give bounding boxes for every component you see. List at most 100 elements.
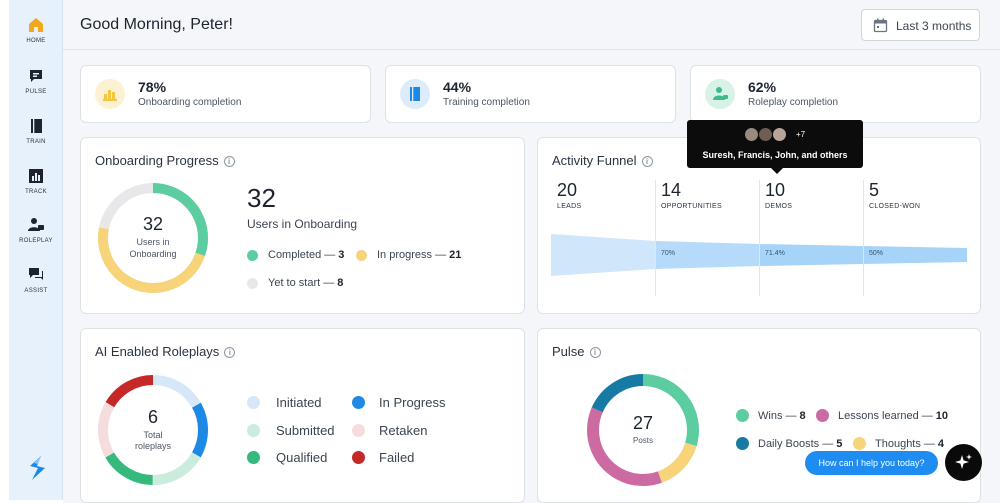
legend-dot	[247, 451, 260, 464]
nav-assist[interactable]: ASSIST	[9, 266, 63, 294]
funnel-band-demos	[759, 244, 863, 266]
users-in-onboarding-value: 32	[247, 183, 276, 213]
legend-in-progress: In progress —21	[356, 249, 461, 261]
donut-segment-in-progress	[98, 375, 208, 485]
legend-value: 4	[937, 437, 945, 450]
nav-track[interactable]: TRACK	[9, 167, 63, 195]
legend-label: Submitted	[276, 423, 335, 438]
sidebar: HOME PULSE TRAIN TRACK ROLEPLAY ASSIST	[9, 0, 63, 500]
date-range-label: Last 3 months	[896, 19, 972, 33]
donut-center: 32 Users in Onboarding	[114, 214, 192, 259]
info-icon[interactable]: i	[641, 156, 653, 167]
roleplays-card: AI Enabled Roleplays i 6 Total roleplays …	[80, 328, 525, 503]
funnel-stage-opportunities[interactable]: 14 OPPORTUNITIES	[661, 180, 722, 210]
home-icon	[29, 18, 43, 32]
funnel-conversion: 50%	[869, 250, 884, 257]
funnel-stage-closed-won[interactable]: 5 CLOSED-WON	[869, 180, 920, 210]
legend-label: In Progress	[379, 395, 446, 410]
greeting: Good Morning, Peter!	[80, 16, 233, 33]
card-title: Pulse i	[552, 344, 601, 359]
legend-label: Completed —	[268, 249, 336, 261]
funnel-tooltip: +7 Suresh, Francis, John, and others	[687, 120, 863, 174]
legend-dot	[352, 424, 365, 437]
book-icon	[31, 119, 42, 133]
stat-card-training: 44% Training completion	[385, 65, 676, 123]
brand-logo-icon	[30, 456, 45, 480]
funnel-title: Activity Funnel	[552, 153, 637, 168]
nav-train-label: TRAIN	[26, 139, 46, 145]
nav-home[interactable]: HOME	[9, 16, 63, 44]
stat-label: Training completion	[443, 97, 530, 108]
funnel-stage-value: 10	[765, 180, 786, 200]
legend-qualified: Qualified	[247, 450, 327, 465]
funnel-stage-demos[interactable]: 10 DEMOS	[765, 180, 792, 210]
pulse-title: Pulse	[552, 344, 585, 359]
legend-retaken: Retaken	[352, 423, 427, 438]
roleplay-icon	[28, 218, 44, 231]
tooltip-text: Suresh, Francis, John, and others	[702, 150, 848, 160]
legend-value: 21	[449, 249, 462, 261]
legend-yet-to-start: Yet to start —8	[247, 277, 343, 289]
donut-center-value: 32	[142, 214, 164, 234]
legend-daily-boosts: Daily Boosts —5	[736, 437, 842, 450]
nav-roleplay[interactable]: ROLEPLAY	[9, 216, 63, 244]
assistant-button[interactable]	[945, 444, 982, 481]
info-icon[interactable]: i	[223, 156, 235, 167]
info-icon[interactable]: i	[224, 347, 236, 358]
date-range-button[interactable]: Last 3 months	[861, 9, 980, 41]
legend-lessons-learned: Lessons learned —10	[816, 409, 948, 422]
legend-value: 5	[836, 437, 843, 450]
legend-label: Lessons learned —	[838, 409, 933, 422]
main-content: Good Morning, Peter! Last 3 months 78% O…	[63, 0, 1000, 503]
donut-segment-daily-boosts	[587, 374, 699, 486]
donut-segment-retaken	[98, 375, 208, 485]
legend-dot	[853, 437, 866, 450]
pulse-donut	[587, 374, 699, 486]
funnel-band-closed-won	[863, 246, 967, 264]
activity-funnel-card: Activity Funnel i 20 LEADS 14 OPPORTUNITIES…	[537, 137, 981, 314]
legend-dot	[247, 424, 260, 437]
legend-value: 8	[799, 409, 806, 422]
info-icon[interactable]: i	[589, 347, 601, 358]
stat-label: Roleplay completion	[748, 97, 839, 108]
legend-dot	[356, 249, 367, 261]
donut-center-value: 6	[147, 407, 158, 427]
donut-segment-failed	[98, 375, 208, 485]
donut-segment-completed	[98, 183, 208, 293]
funnel-stage-value: 5	[869, 180, 880, 200]
nav-pulse-label: PULSE	[25, 89, 47, 95]
chart-icon	[29, 169, 43, 183]
donut-center-label-2: roleplays	[134, 441, 172, 451]
nav-train[interactable]: TRAIN	[9, 117, 63, 145]
onboarding-donut	[98, 183, 208, 293]
stat-value: 62%	[748, 79, 777, 95]
legend-initiated: Initiated	[247, 395, 322, 410]
training-icon	[400, 79, 430, 109]
assistant-prompt-bubble[interactable]: How can I help you today?	[805, 451, 938, 475]
card-title: Onboarding Progress i	[95, 153, 235, 168]
tooltip-more-count: +7	[796, 130, 806, 139]
legend-dot	[352, 396, 365, 409]
legend-label: Qualified	[276, 450, 328, 465]
donut-center-label-2: Onboarding	[129, 249, 177, 259]
roleplays-donut	[98, 375, 208, 485]
legend-completed: Completed —3	[247, 249, 344, 261]
funnel-stage-label: CLOSED-WON	[869, 203, 921, 210]
assist-icon	[29, 268, 43, 280]
legend-label: Failed	[379, 450, 415, 465]
legend-failed: Failed	[352, 450, 414, 465]
nav-pulse[interactable]: PULSE	[9, 67, 63, 95]
legend-label: Initiated	[276, 395, 322, 410]
donut-segment-lessons-learned	[587, 374, 699, 486]
onboarding-title: Onboarding Progress	[95, 153, 219, 168]
legend-dot	[247, 249, 258, 261]
legend-label: In progress —	[377, 249, 447, 261]
card-title: Activity Funnel i	[552, 153, 653, 168]
card-title: AI Enabled Roleplays i	[95, 344, 236, 359]
legend-label: Thoughts —	[875, 437, 935, 450]
legend-label: Daily Boosts —	[758, 437, 834, 450]
funnel-stage-leads[interactable]: 20 LEADS	[557, 180, 581, 210]
funnel-stage-value: 20	[557, 180, 578, 200]
legend-value: 8	[337, 277, 344, 289]
funnel-chart	[551, 234, 967, 276]
